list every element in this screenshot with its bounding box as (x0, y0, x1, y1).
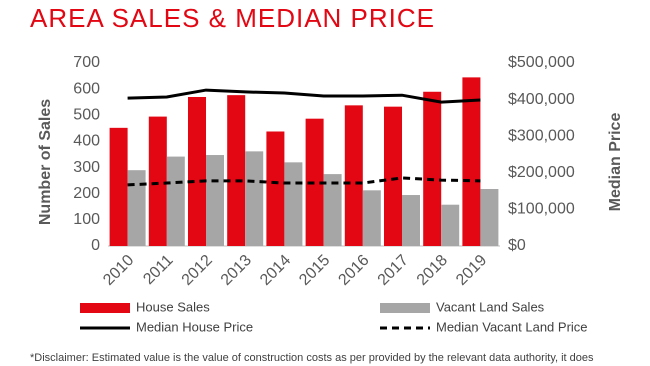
bar (206, 155, 224, 246)
line (127, 176, 481, 187)
bar (127, 170, 146, 246)
bar (323, 174, 342, 246)
x-tick-label: 2016 (335, 252, 372, 289)
legend-swatch (80, 303, 130, 313)
bar (188, 96, 206, 246)
legend-swatch (380, 303, 430, 313)
x-tick-label: 2015 (296, 252, 333, 289)
y2-tick-label: $200,000 (508, 164, 575, 181)
x-tick-label: 2017 (375, 252, 412, 289)
bar (423, 91, 442, 246)
bar (480, 189, 499, 246)
x-tick-label: 2018 (414, 252, 451, 289)
bar (362, 190, 381, 246)
y2-tick-label: $500,000 (508, 54, 575, 71)
legend-label: Median House Price (136, 319, 253, 334)
x-tick-label: 2019 (453, 252, 490, 289)
line (127, 88, 481, 104)
x-tick-label: 2012 (179, 252, 216, 289)
bar (109, 127, 128, 246)
y-tick-label: 200 (73, 185, 100, 202)
legend-label: Median Vacant Land Price (436, 319, 588, 334)
bar (227, 95, 246, 246)
x-tick-label: 2013 (218, 252, 255, 289)
x-tick-label: 2014 (257, 252, 294, 289)
bar (384, 106, 402, 246)
y2-tick-label: $400,000 (508, 91, 575, 108)
bar (245, 151, 264, 246)
y2-tick-label: $0 (508, 237, 526, 254)
bar (166, 156, 185, 246)
y-tick-label: 300 (73, 159, 100, 176)
y-tick-label: 500 (73, 107, 100, 124)
footnote: *Disclaimer: Estimated value is the valu… (30, 352, 594, 364)
y-tick-label: 400 (73, 133, 100, 150)
y2-axis-title: Median Price (607, 113, 624, 212)
bar (148, 116, 167, 246)
legend-label: Vacant Land Sales (436, 299, 545, 314)
y2-tick-label: $300,000 (508, 127, 575, 144)
bar (305, 118, 324, 246)
y-tick-label: 0 (91, 237, 100, 254)
legend-label: House Sales (136, 299, 210, 314)
y-tick-label: 600 (73, 80, 100, 97)
bar (284, 162, 303, 246)
y-tick-label: 700 (73, 54, 100, 71)
x-tick-label: 2010 (100, 252, 137, 289)
bar (402, 195, 420, 246)
chart-title: AREA SALES & MEDIAN PRICE (30, 3, 435, 33)
x-tick-label: 2011 (140, 252, 176, 288)
bar (266, 131, 285, 246)
y2-tick-label: $100,000 (508, 201, 575, 218)
y-tick-label: 100 (73, 211, 100, 228)
bar (441, 204, 460, 246)
y-axis-title: Number of Sales (37, 99, 54, 225)
bar (344, 105, 363, 246)
bar (462, 77, 481, 246)
